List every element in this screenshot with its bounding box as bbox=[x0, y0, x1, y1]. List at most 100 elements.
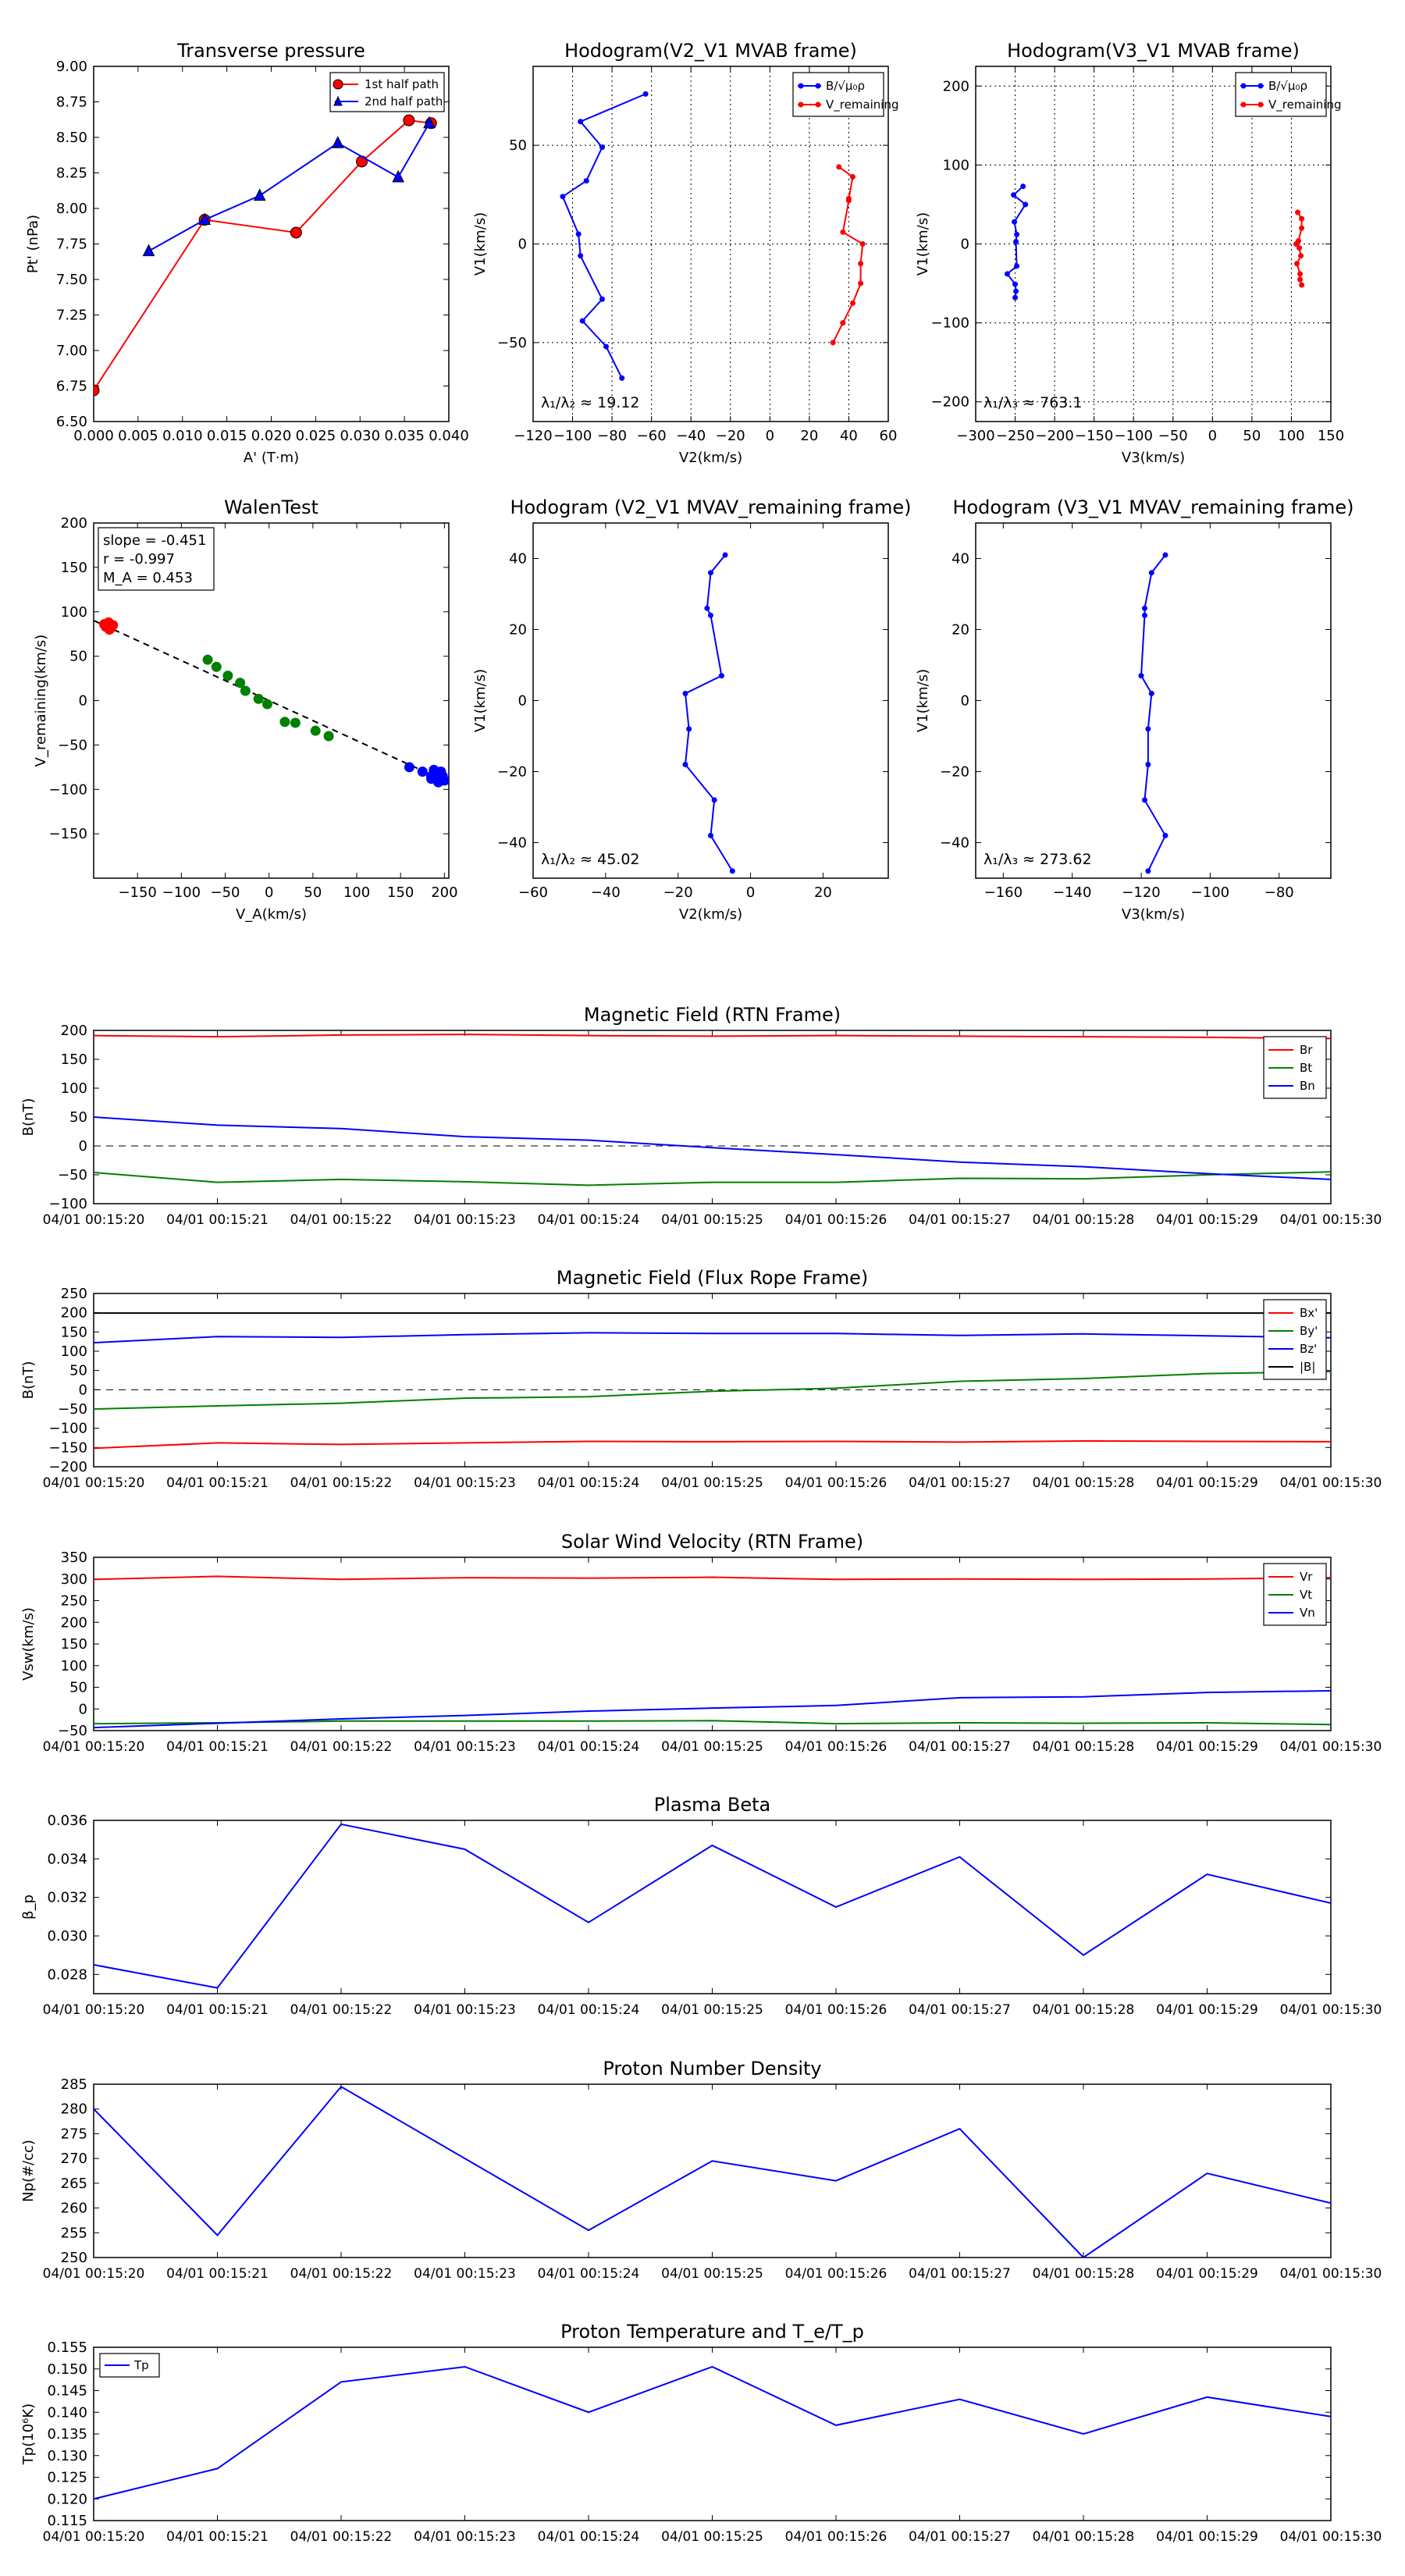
x-tick-label: 04/01 00:15:28 bbox=[1033, 2529, 1135, 2545]
x-tick-label: 04/01 00:15:20 bbox=[43, 2266, 145, 2282]
x-tick-label: 04/01 00:15:29 bbox=[1156, 1212, 1258, 1228]
legend-label: |B| bbox=[1300, 1360, 1315, 1374]
data-point bbox=[619, 375, 625, 381]
y-axis-label: V1(km/s) bbox=[915, 212, 931, 276]
y-axis-label: V1(km/s) bbox=[915, 669, 931, 732]
x-tick-label: 04/01 00:15:22 bbox=[290, 2002, 393, 2018]
y-tick-label: 275 bbox=[61, 2126, 87, 2142]
x-tick-label: 04/01 00:15:26 bbox=[785, 2266, 887, 2282]
data-point bbox=[1145, 726, 1151, 732]
data-point bbox=[1013, 238, 1019, 244]
x-tick-label: −100 bbox=[162, 884, 201, 901]
y-tick-label: −50 bbox=[497, 335, 527, 351]
series-line-Bn bbox=[94, 1116, 1331, 1180]
x-tick-label: 04/01 00:15:29 bbox=[1156, 1739, 1258, 1755]
y-tick-label: 265 bbox=[61, 2176, 87, 2192]
plot-frame bbox=[93, 2083, 1332, 2258]
x-axis-label: V3(km/s) bbox=[1122, 450, 1185, 466]
x-tick-label: 04/01 00:15:21 bbox=[166, 2529, 269, 2545]
y-tick-label: 0.155 bbox=[47, 2339, 87, 2356]
data-point bbox=[1014, 231, 1020, 237]
data-point bbox=[403, 114, 415, 126]
x-tick-label: 04/01 00:15:21 bbox=[166, 1739, 269, 1755]
x-tick-label: 100 bbox=[343, 884, 370, 901]
scatter-point bbox=[323, 731, 334, 742]
legend-label: Bt bbox=[1300, 1061, 1312, 1075]
y-tick-label: 50 bbox=[69, 1680, 87, 1696]
y-tick-label: −40 bbox=[940, 835, 969, 852]
x-tick-label: 04/01 00:15:26 bbox=[785, 2002, 887, 2018]
panel-beta: Plasma Beta 0.028 0.030 0.032 0.034 0.036 04/0… bbox=[20, 1794, 1382, 2018]
y-tick-label: 7.25 bbox=[56, 308, 87, 324]
plot-title: Hodogram (V2_V1 MVAV_remaining frame) bbox=[510, 496, 911, 518]
x-tick-label: −100 bbox=[1114, 428, 1152, 444]
y-tick-label: 150 bbox=[61, 1051, 87, 1068]
y-tick-label: 50 bbox=[69, 1109, 87, 1126]
legend-label: Bn bbox=[1300, 1079, 1315, 1093]
series-line-Np bbox=[94, 2085, 1331, 2258]
legend-box bbox=[1235, 72, 1327, 117]
data-point bbox=[1297, 276, 1304, 283]
x-tick-label: −100 bbox=[1191, 884, 1229, 901]
legend-marker bbox=[1240, 83, 1247, 89]
x-tick-label: 04/01 00:15:26 bbox=[785, 1475, 887, 1491]
data-point bbox=[142, 244, 155, 257]
x-tick-label: 04/01 00:15:24 bbox=[538, 1212, 640, 1228]
scatter-point bbox=[253, 693, 264, 704]
y-tick-label: 200 bbox=[61, 1023, 87, 1039]
data-point bbox=[708, 832, 713, 838]
x-tick-label: 0 bbox=[766, 428, 774, 444]
data-point bbox=[1299, 282, 1305, 288]
panel-tp2: Proton Temperature and T_e/T_p 0.115 0.120… bbox=[20, 2321, 1382, 2545]
data-point bbox=[1148, 690, 1154, 696]
x-tick-label: 04/01 00:15:25 bbox=[661, 2529, 763, 2545]
legend-marker bbox=[333, 95, 343, 106]
data-point bbox=[599, 296, 605, 302]
x-tick-label: 0.040 bbox=[429, 428, 469, 444]
y-tick-label: 150 bbox=[61, 560, 87, 576]
x-tick-label: 04/01 00:15:20 bbox=[43, 2529, 145, 2545]
x-tick-label: 04/01 00:15:22 bbox=[290, 2266, 393, 2282]
data-point bbox=[1012, 294, 1019, 301]
x-axis-label: V_A(km/s) bbox=[236, 906, 307, 923]
legend-label: Bz' bbox=[1300, 1342, 1317, 1356]
scatter-point bbox=[235, 678, 246, 688]
data-layer bbox=[560, 91, 866, 381]
x-tick-label: 04/01 00:15:24 bbox=[538, 1475, 640, 1491]
legend-marker bbox=[1240, 101, 1247, 108]
plot-title: Proton Temperature and T_e/T_p bbox=[560, 2321, 864, 2343]
annotation: λ₁/λ₃ ≈ 273.62 bbox=[984, 851, 1092, 868]
y-tick-label: 20 bbox=[509, 622, 527, 639]
y-tick-label: 270 bbox=[61, 2151, 87, 2167]
y-tick-label: −100 bbox=[931, 315, 969, 332]
plot-frame bbox=[975, 66, 1332, 422]
x-tick-label: 0.010 bbox=[162, 428, 203, 444]
data-point bbox=[682, 761, 688, 767]
data-point bbox=[1298, 253, 1304, 259]
data-point bbox=[603, 343, 610, 350]
legend-marker bbox=[1257, 83, 1264, 89]
x-tick-label: 0.030 bbox=[340, 428, 380, 444]
x-tick-label: 04/01 00:15:20 bbox=[43, 2002, 145, 2018]
y-tick-label: 8.00 bbox=[56, 201, 87, 217]
data-point bbox=[704, 605, 710, 611]
y-tick-label: 200 bbox=[943, 78, 969, 94]
data-point bbox=[579, 318, 585, 324]
data-layer bbox=[94, 1312, 1331, 1450]
plot-title: Solar Wind Velocity (RTN Frame) bbox=[561, 1531, 863, 1553]
y-tick-label: 8.50 bbox=[56, 130, 87, 146]
scatter-point bbox=[211, 661, 222, 672]
x-tick-label: 04/01 00:15:22 bbox=[290, 1739, 393, 1755]
data-point bbox=[1023, 201, 1029, 208]
y-tick-label: 250 bbox=[61, 1593, 87, 1610]
data-point bbox=[423, 116, 436, 129]
x-tick-label: 04/01 00:15:21 bbox=[166, 2002, 269, 2018]
data-point bbox=[583, 178, 589, 184]
x-tick-label: 50 bbox=[1243, 428, 1261, 444]
y-tick-label: 0.145 bbox=[47, 2383, 87, 2400]
x-tick-label: 04/01 00:15:29 bbox=[1156, 2266, 1258, 2282]
x-tick-label: 04/01 00:15:27 bbox=[909, 2266, 1011, 2282]
data-point bbox=[859, 241, 866, 247]
series-line-Bz' bbox=[94, 1332, 1331, 1344]
scatter-point bbox=[290, 717, 301, 728]
